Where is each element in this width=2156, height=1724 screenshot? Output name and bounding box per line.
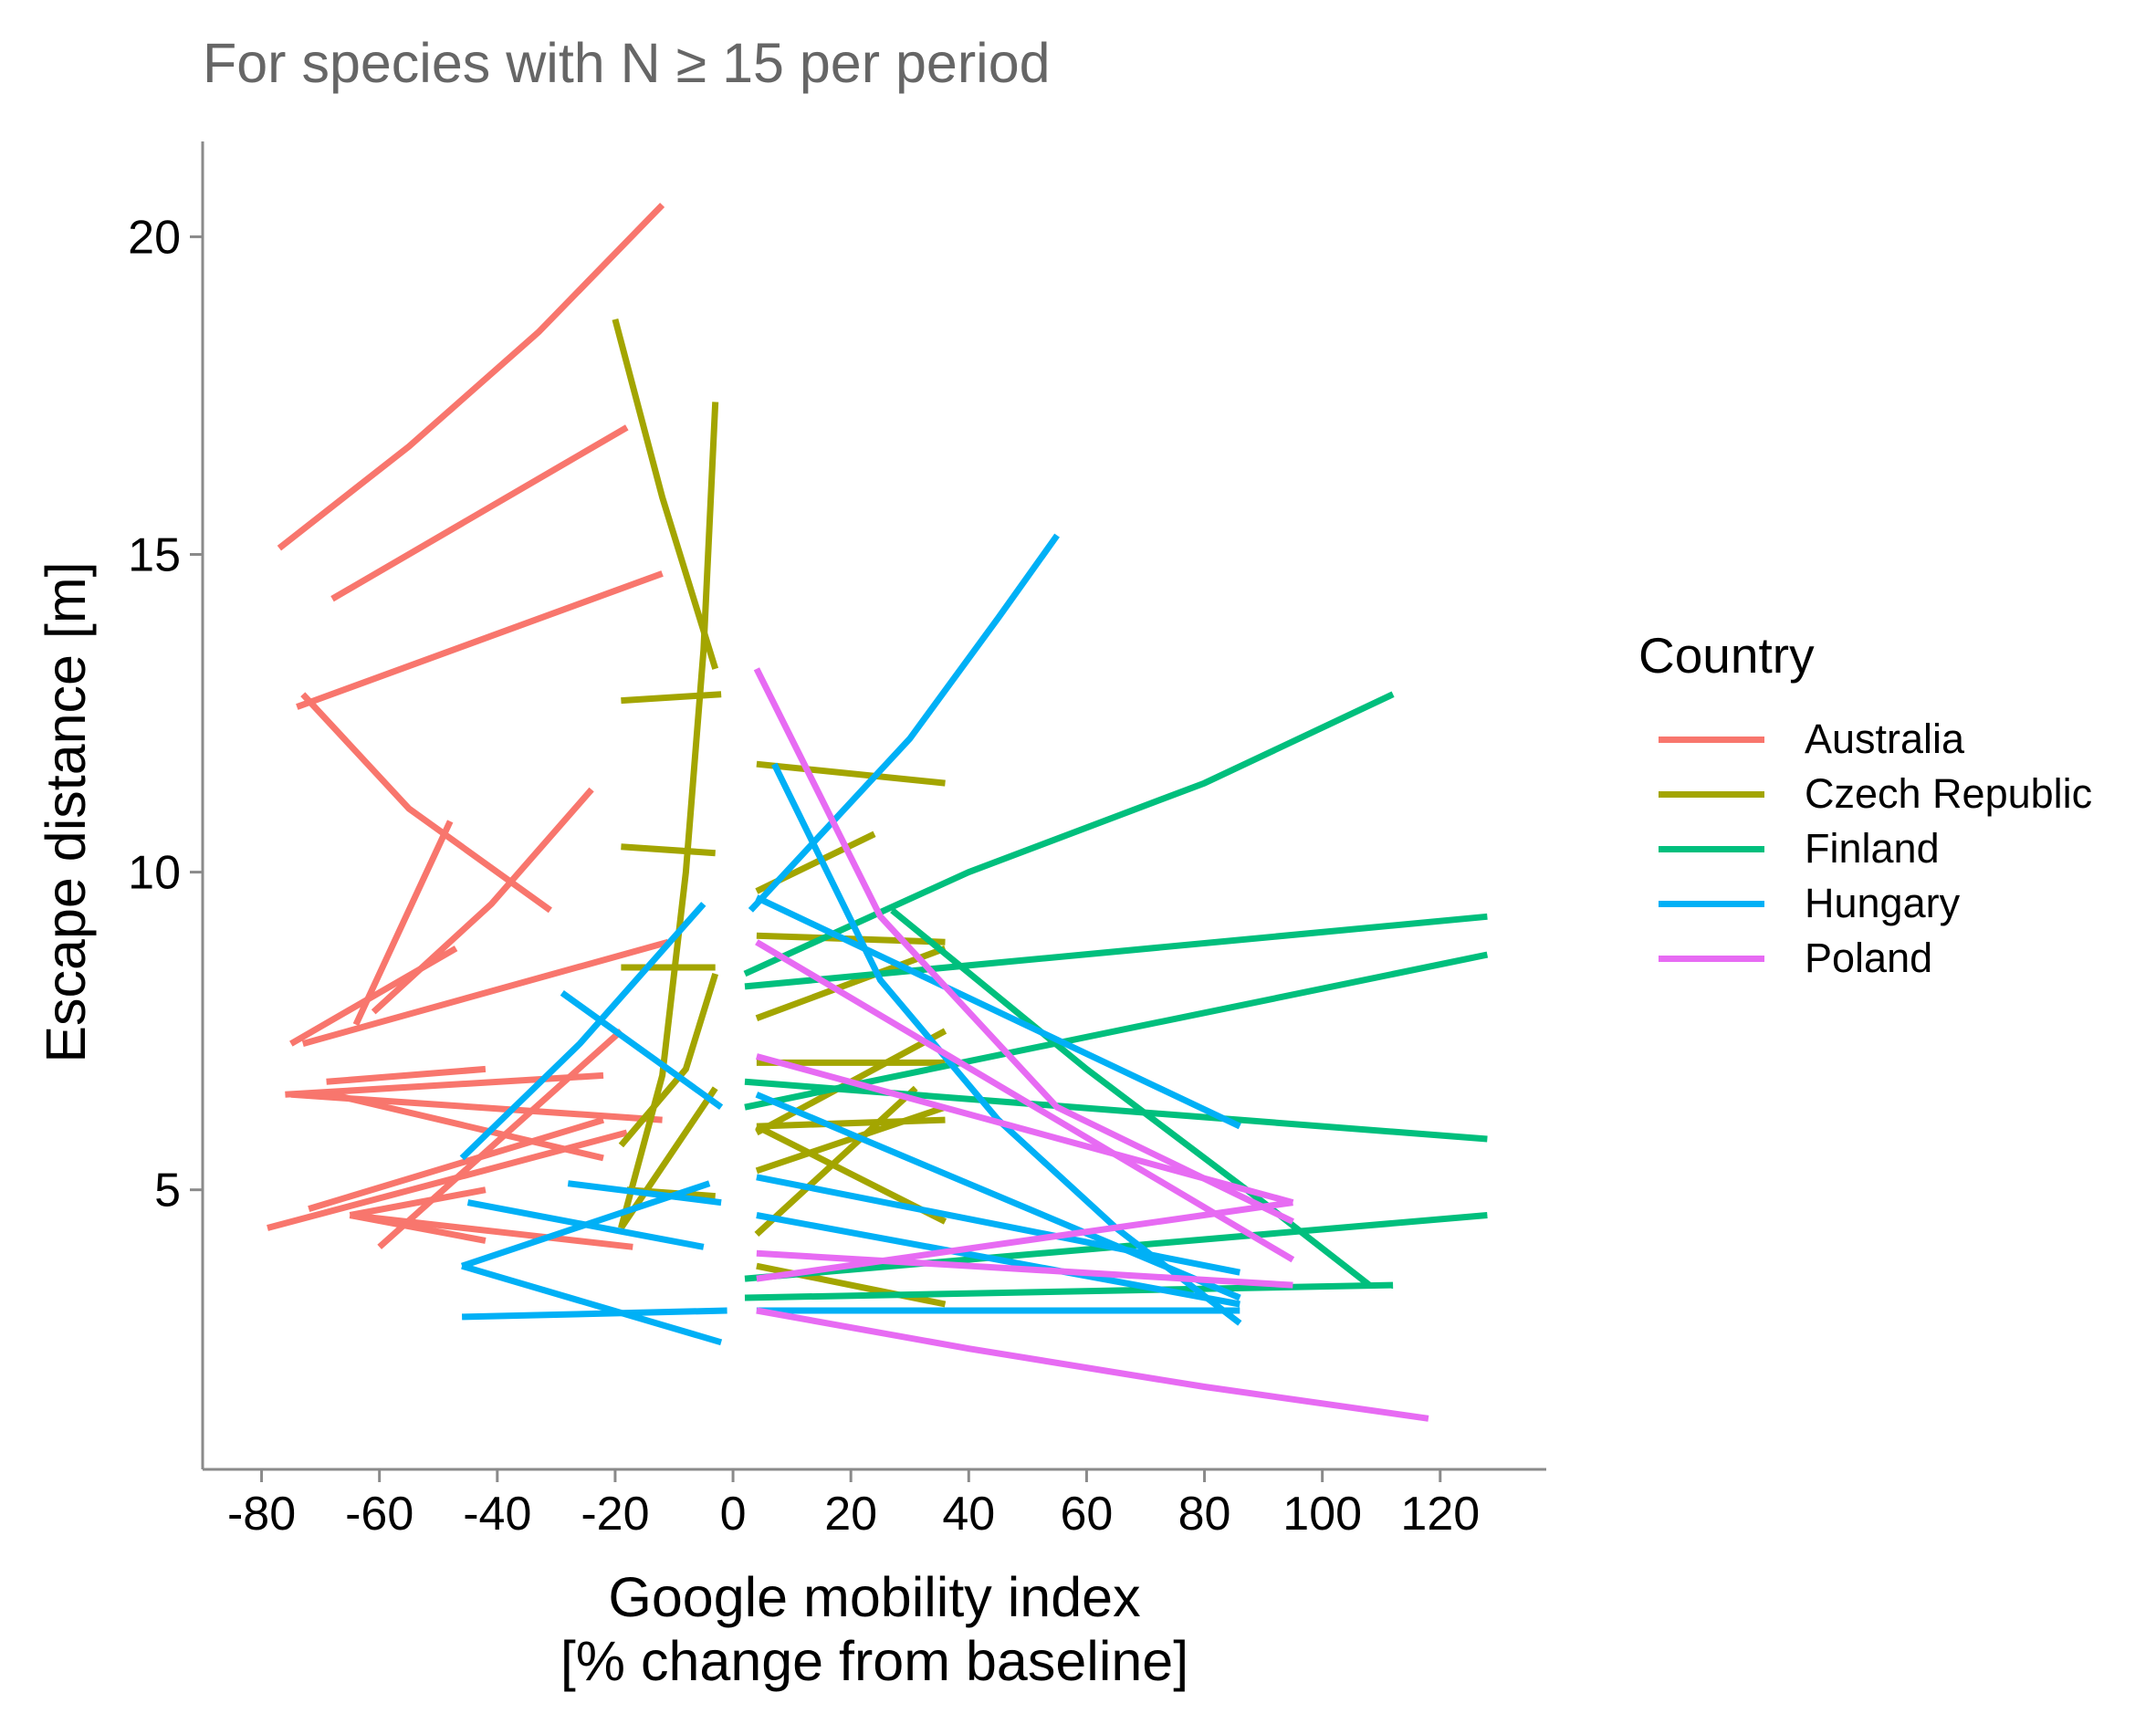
series-layer <box>267 203 1489 1422</box>
legend-label: Australia <box>1805 716 1965 762</box>
series-line-poland-3 <box>755 1053 1294 1206</box>
series-line-czech-republic-3 <box>621 691 722 705</box>
series-line-hungary-12 <box>460 1180 711 1269</box>
series-line-poland-5 <box>756 1199 1293 1282</box>
legend-item-poland: Poland <box>1638 931 2092 986</box>
series-line-poland-4 <box>756 1249 1293 1289</box>
legend-label: Czech Republic <box>1805 770 2093 817</box>
series-line-czech-republic-9 <box>756 760 946 787</box>
x-tick-label: -20 <box>581 1488 649 1541</box>
series-line-hungary-6 <box>756 1212 1240 1308</box>
y-tick-label: 15 <box>128 529 181 582</box>
series-line-hungary-9 <box>560 990 724 1111</box>
legend-item-finland: Finland <box>1638 821 2092 876</box>
x-tick-label: 60 <box>1060 1488 1113 1541</box>
series-line-australia-3 <box>296 570 664 710</box>
series-line-australia-15 <box>377 1028 623 1249</box>
x-tick-label: 120 <box>1400 1488 1480 1541</box>
x-tick-label: -80 <box>227 1488 296 1541</box>
legend-key-swatch <box>1659 955 1764 962</box>
series-line-poland-6 <box>756 1307 1429 1422</box>
legend-title: Country <box>1638 627 1815 684</box>
series-line-australia-13 <box>308 1116 605 1212</box>
x-tick-label: 20 <box>824 1488 877 1541</box>
legend-key-swatch <box>1659 790 1764 798</box>
legend: Country Australia Czech Republic Finland Hu… <box>1638 626 2092 986</box>
x-tick-label: 100 <box>1282 1488 1362 1541</box>
series-line-finland-1 <box>743 691 1395 977</box>
series-line-australia-5 <box>352 820 454 1027</box>
series-line-australia-8 <box>301 938 669 1047</box>
y-tick-label: 5 <box>154 1165 181 1217</box>
legend-items: Australia Czech Republic Finland Hungary Pol… <box>1638 712 2092 986</box>
series-line-australia-16 <box>349 1186 487 1218</box>
series-line-poland-2 <box>755 939 1295 1263</box>
series-line-hungary-5 <box>756 1174 1240 1276</box>
series-line-czech-republic-1 <box>612 319 719 670</box>
x-tick-label: 0 <box>720 1488 747 1541</box>
x-axis-label-line2: [% change from baseline] <box>560 1630 1189 1692</box>
series-line-hungary-8 <box>459 902 706 1161</box>
series-line-finland-3 <box>744 951 1489 1111</box>
series-line-australia-1 <box>277 203 665 551</box>
series-line-czech-republic-18 <box>754 1085 918 1237</box>
series-line-hungary-4 <box>755 1092 1241 1301</box>
x-tick-label: 40 <box>942 1488 995 1541</box>
series-line-australia-14 <box>267 1129 628 1231</box>
x-axis-label-line1: Google mobility index <box>608 1566 1141 1628</box>
series-line-czech-republic-16 <box>755 1103 947 1175</box>
series-line-australia-18 <box>350 1212 633 1250</box>
legend-label: Poland <box>1805 935 1933 981</box>
legend-key-swatch <box>1659 736 1764 743</box>
x-tick-label: -40 <box>463 1488 531 1541</box>
legend-item-czech-republic: Czech Republic <box>1638 767 2092 821</box>
legend-key-swatch <box>1659 845 1764 852</box>
series-line-finland-5 <box>890 907 1372 1288</box>
legend-item-australia: Australia <box>1638 712 2092 767</box>
series-line-hungary-13 <box>461 1262 723 1346</box>
y-tick-label: 10 <box>128 847 181 900</box>
x-tick-label: 80 <box>1178 1488 1231 1541</box>
series-line-australia-7 <box>371 787 594 1015</box>
y-tick-label: 20 <box>128 211 181 264</box>
series-line-czech-republic-6 <box>618 972 719 1148</box>
series-line-czech-republic-4 <box>621 843 716 857</box>
series-line-hungary-14 <box>462 1307 727 1321</box>
legend-key-swatch <box>1659 900 1764 907</box>
x-tick-label: -60 <box>345 1488 413 1541</box>
series-line-czech-republic-12 <box>755 945 947 1021</box>
series-line-australia-4 <box>300 692 552 914</box>
legend-label: Finland <box>1805 825 1940 872</box>
series-line-finland-2 <box>744 913 1488 990</box>
series-line-australia-10 <box>285 1071 604 1098</box>
series-line-finland-4 <box>744 1078 1488 1143</box>
legend-item-hungary: Hungary <box>1638 876 2092 931</box>
y-axis-label: Escape distance [m] <box>35 561 97 1063</box>
series-line-finland-7 <box>744 1281 1394 1301</box>
series-line-australia-2 <box>330 424 629 602</box>
series-line-hungary-1 <box>748 533 1060 913</box>
series-line-hungary-3 <box>755 894 1241 1130</box>
chart-subtitle: For species with N ≥ 15 per period <box>203 32 1051 94</box>
series-line-poland-1 <box>753 667 1294 1225</box>
legend-label: Hungary <box>1805 880 1961 926</box>
series-line-australia-12 <box>331 1091 604 1162</box>
axes-layer: -80 -60 -40 -20 0 20 40 60 80 100 120 5 10 15 20 <box>128 141 1546 1541</box>
series-line-hungary-10 <box>567 1180 722 1207</box>
series-line-czech-republic-2 <box>618 402 719 1229</box>
series-line-australia-9 <box>326 1065 487 1085</box>
